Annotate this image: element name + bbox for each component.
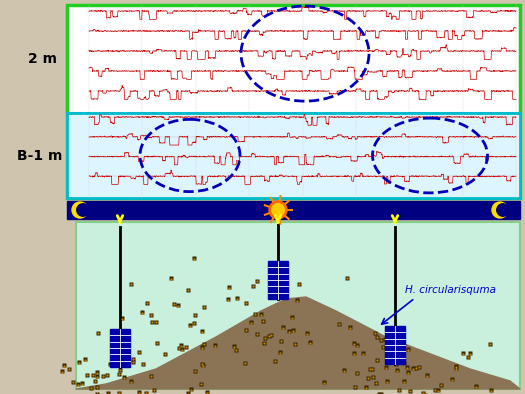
- Bar: [67, 113, 520, 198]
- Circle shape: [492, 202, 508, 218]
- Bar: [385, 326, 405, 364]
- Bar: [67, 5, 520, 198]
- Circle shape: [77, 204, 89, 216]
- Circle shape: [72, 202, 88, 218]
- Circle shape: [497, 204, 509, 216]
- Bar: [76, 222, 520, 389]
- Polygon shape: [76, 297, 520, 389]
- Text: H. circularisquma: H. circularisquma: [405, 285, 496, 295]
- Bar: [268, 261, 288, 299]
- Text: 2 m: 2 m: [28, 52, 58, 66]
- Circle shape: [272, 204, 285, 216]
- Circle shape: [269, 201, 287, 219]
- Bar: [110, 329, 130, 367]
- Text: B-1 m: B-1 m: [17, 149, 62, 162]
- Bar: [67, 201, 520, 219]
